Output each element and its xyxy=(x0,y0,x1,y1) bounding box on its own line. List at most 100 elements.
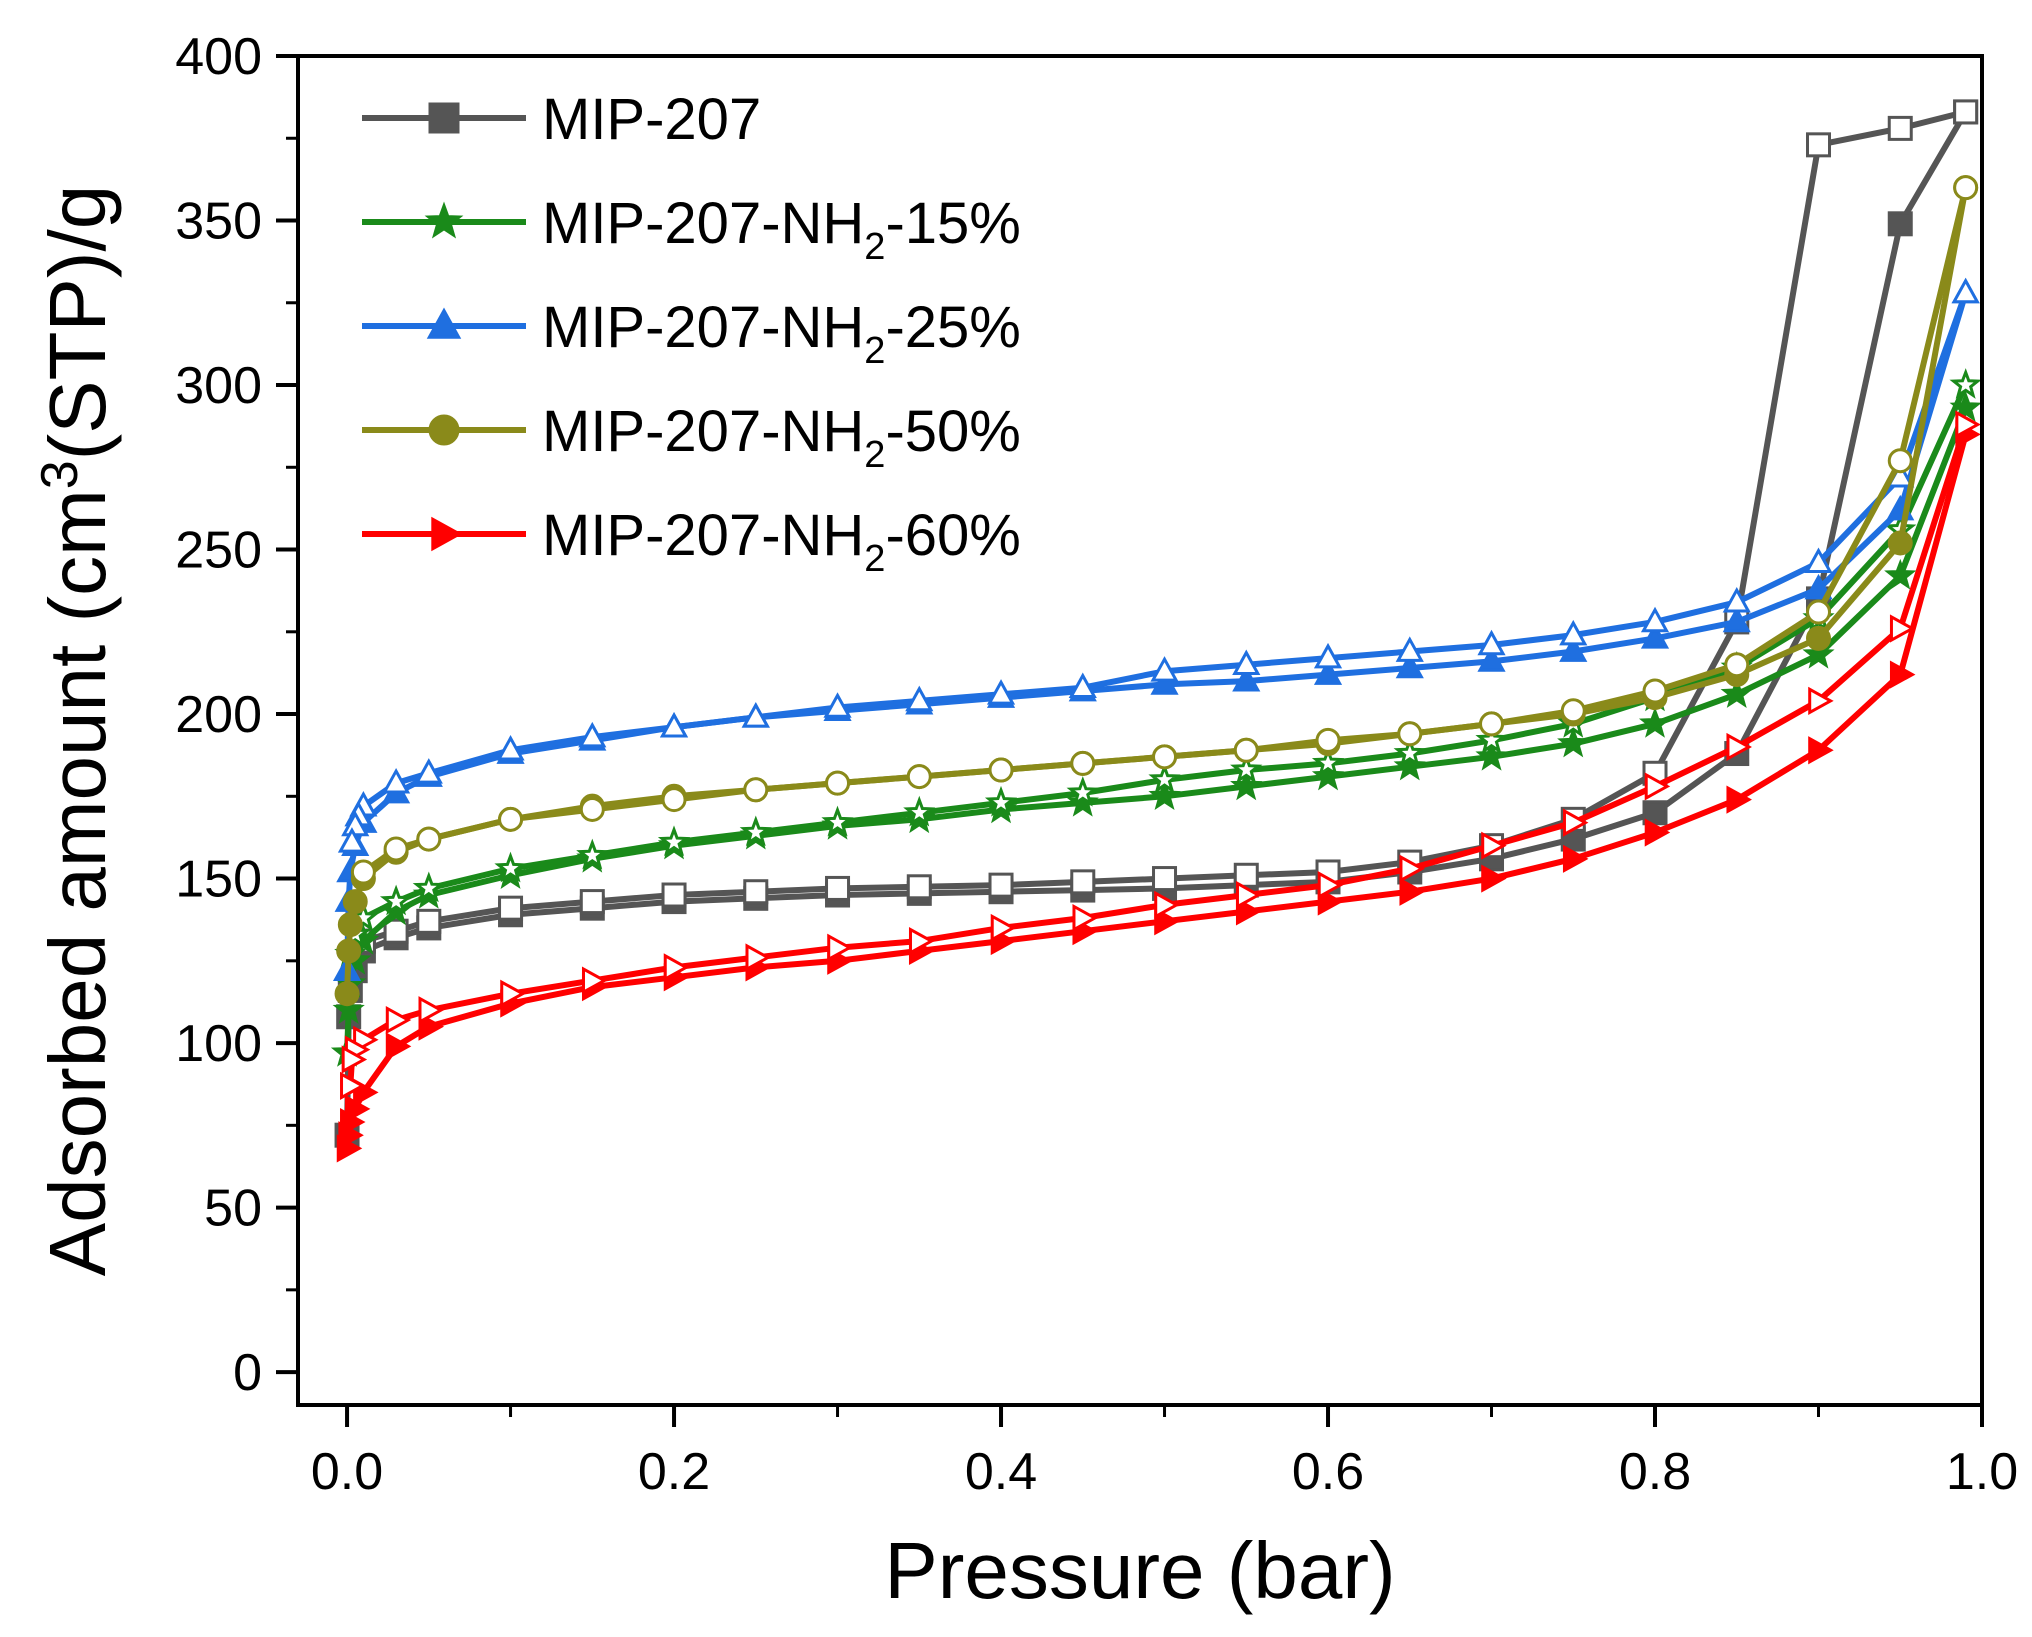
legend-item-nh2_15: MIP-207-NH2-15% xyxy=(362,191,1021,268)
data-point-nh2_50-desorption-8 xyxy=(1315,727,1341,753)
data-point-nh2_60-adsorption-17 xyxy=(1317,887,1344,916)
data-point-nh2_15-desorption-14 xyxy=(821,805,854,837)
data-point-nh2_60-adsorption-21 xyxy=(1644,818,1671,847)
data-point-nh2_25-adsorption-17 xyxy=(1313,659,1343,685)
data-point-nh2_25-desorption-20 xyxy=(382,767,411,794)
data-point-nh2_15-desorption-19 xyxy=(412,871,445,903)
data-point-mip207-desorption-19 xyxy=(416,908,442,934)
y-tick-label: 350 xyxy=(175,193,262,251)
legend-label-main: MIP-207-NH xyxy=(542,295,864,360)
data-point-nh2_50-desorption-3 xyxy=(1724,652,1750,678)
y-tick-label: 50 xyxy=(204,1180,262,1238)
axis-ticks: 0.0 0.2 0.4 0.6 0.8 1.0 0 50 100 150 200 250 300 350 4… xyxy=(175,28,2018,1501)
y-axis-title-superscript: 3 xyxy=(31,460,89,489)
data-point-nh2_25-adsorption-21 xyxy=(1640,623,1670,649)
data-point-nh2_60-desorption-8 xyxy=(1317,871,1344,900)
series-line-nh2_60-adsorption xyxy=(344,433,1969,1149)
data-point-nh2_60-desorption-3 xyxy=(1726,732,1752,762)
data-point-nh2_15-adsorption-5 xyxy=(379,894,413,926)
data-point-nh2_25-adsorption-15 xyxy=(1150,669,1179,695)
data-point-nh2_15-adsorption-25 xyxy=(1949,391,1982,422)
data-point-nh2_50-desorption-9 xyxy=(1233,737,1259,763)
x-tick-label: 0.0 xyxy=(311,1443,383,1501)
data-point-nh2_25-desorption-4 xyxy=(1640,606,1670,633)
legend-label-subscript: 2 xyxy=(864,434,885,476)
series-nh2_60 xyxy=(336,410,1981,1163)
data-point-nh2_25-adsorption-20 xyxy=(1559,636,1588,662)
data-point-nh2_50-desorption-1 xyxy=(1887,448,1913,474)
data-point-nh2_50-desorption-21 xyxy=(350,859,376,885)
data-point-nh2_25-desorption-8 xyxy=(1313,642,1343,669)
legend: MIP-207MIP-207-NH2-15%MIP-207-NH2-25%MIP… xyxy=(362,87,1021,580)
data-point-nh2_25-desorption-9 xyxy=(1232,649,1261,675)
legend-item-nh2_60: MIP-207-NH2-60% xyxy=(362,503,1021,580)
data-point-mip207-desorption-12 xyxy=(988,872,1014,898)
legend-label-main: MIP-207-NH xyxy=(542,503,864,568)
data-point-nh2_15-desorption-15 xyxy=(739,815,772,847)
data-point-nh2_25-desorption-7 xyxy=(1395,636,1424,662)
data-point-nh2_15-desorption-9 xyxy=(1230,752,1263,784)
data-point-nh2_50-desorption-7 xyxy=(1397,721,1423,747)
x-axis-title: Pressure (bar) xyxy=(884,1526,1395,1615)
data-point-mip207-desorption-20 xyxy=(383,918,409,944)
data-point-mip207-desorption-17 xyxy=(579,889,605,915)
data-point-nh2_25-desorption-16 xyxy=(659,712,689,738)
x-tick-label: 1.0 xyxy=(1946,1443,2018,1501)
data-point-nh2_50-desorption-18 xyxy=(498,806,524,832)
data-point-nh2_50-desorption-19 xyxy=(416,826,442,852)
data-point-nh2_25-desorption-15 xyxy=(741,702,770,728)
data-point-nh2_15-desorption-7 xyxy=(1393,736,1426,768)
data-point-nh2_60-desorption-14 xyxy=(827,933,853,962)
x-tick-label: 0.8 xyxy=(1619,1443,1691,1501)
data-point-nh2_60-desorption-16 xyxy=(663,953,690,982)
data-point-nh2_60-adsorption-16 xyxy=(1235,897,1262,926)
data-point-nh2_15-desorption-13 xyxy=(903,795,936,827)
data-point-nh2_15-desorption-0 xyxy=(1949,368,1982,399)
data-point-nh2_25-adsorption-22 xyxy=(1722,606,1751,633)
legend-marker-triangle-right xyxy=(431,516,463,552)
legend-label: MIP-207-NH2-60% xyxy=(542,503,1021,580)
data-point-mip207-desorption-18 xyxy=(498,895,524,921)
data-point-nh2_60-desorption-15 xyxy=(745,943,771,972)
y-tick-label: 400 xyxy=(175,28,262,86)
legend-label: MIP-207-NH2-50% xyxy=(542,399,1021,476)
legend-label: MIP-207 xyxy=(542,87,761,152)
axes-box xyxy=(296,54,1984,1407)
data-point-nh2_25-adsorption-19 xyxy=(1477,646,1506,672)
data-point-nh2_60-adsorption-5 xyxy=(385,1032,412,1061)
data-point-mip207-desorption-10 xyxy=(1152,866,1178,892)
y-tick-label: 150 xyxy=(175,851,262,909)
legend-label-suffix: -50% xyxy=(885,399,1020,464)
data-point-nh2_60-desorption-10 xyxy=(1154,890,1180,919)
data-point-nh2_60-desorption-11 xyxy=(1072,903,1098,933)
data-point-nh2_15-desorption-16 xyxy=(657,825,691,857)
legend-marker-star xyxy=(424,201,464,239)
data-point-nh2_60-desorption-18 xyxy=(500,979,526,1008)
data-point-nh2_25-desorption-3 xyxy=(1722,586,1751,613)
data-point-nh2_50-adsorption-1 xyxy=(336,938,362,964)
data-point-nh2_60-adsorption-24 xyxy=(1889,660,1916,689)
data-point-nh2_60-adsorption-20 xyxy=(1562,844,1589,873)
data-point-mip207-desorption-13 xyxy=(906,874,932,900)
data-point-nh2_60-adsorption-22 xyxy=(1726,785,1752,814)
data-point-nh2_15-adsorption-1 xyxy=(332,993,365,1024)
data-point-nh2_25-desorption-11 xyxy=(1068,672,1097,699)
data-point-mip207-desorption-16 xyxy=(661,882,687,908)
legend-item-nh2_25: MIP-207-NH2-25% xyxy=(362,295,1021,372)
data-point-nh2_15-adsorption-21 xyxy=(1638,707,1672,738)
legend-marker-triangle-up xyxy=(426,307,462,339)
data-point-nh2_25-desorption-0 xyxy=(1951,277,1980,304)
data-point-nh2_50-desorption-2 xyxy=(1806,599,1832,625)
data-point-nh2_60-desorption-2 xyxy=(1808,686,1834,715)
legend-marker-circle xyxy=(428,414,460,446)
data-point-nh2_25-desorption-14 xyxy=(823,692,852,718)
data-point-nh2_60-adsorption-23 xyxy=(1808,736,1834,765)
legend-label-main: MIP-207-NH xyxy=(542,399,864,464)
data-point-nh2_15-desorption-20 xyxy=(379,884,413,916)
data-point-nh2_15-desorption-10 xyxy=(1148,762,1181,794)
data-point-nh2_25-desorption-13 xyxy=(905,685,934,712)
data-point-nh2_50-desorption-4 xyxy=(1642,678,1668,704)
data-point-nh2_50-desorption-11 xyxy=(1070,750,1096,776)
series-line-nh2_50-desorption xyxy=(361,186,1969,875)
